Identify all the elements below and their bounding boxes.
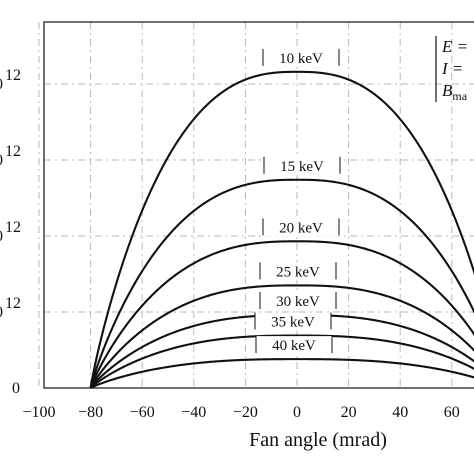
x-tick-label: 60 <box>444 404 460 421</box>
curve-label-bracket <box>263 156 341 174</box>
y-tick-label: 0 <box>12 380 20 397</box>
curve-label-text: 25 keV <box>276 264 320 280</box>
curve-label-bracket <box>254 312 332 330</box>
series-curve <box>89 334 474 389</box>
curve-label-bg <box>263 218 339 237</box>
curve-label: 10 keV <box>262 48 340 67</box>
y-tick-labels: 0012012012012 <box>0 67 21 397</box>
curve-label-bracket <box>262 48 340 66</box>
x-tick-label: −20 <box>233 404 258 421</box>
x-tick-label: 40 <box>392 404 408 421</box>
curve-label-bg <box>260 262 336 281</box>
curve-label-text: 40 keV <box>272 338 316 354</box>
curve-label-text: 10 keV <box>279 51 323 67</box>
param-energy-label: E = <box>441 37 468 56</box>
curve-label-bracket <box>259 292 337 310</box>
curve-label-bg <box>255 312 331 331</box>
curve-label-bg <box>260 292 336 311</box>
x-tick-label: −40 <box>181 404 206 421</box>
curves <box>89 70 474 389</box>
x-tick-labels: −100 −80 −60 −40 −20 0 20 40 60 <box>22 404 459 421</box>
curve-label: 15 keV <box>263 156 341 175</box>
x-tick-label: −60 <box>130 404 155 421</box>
series-curve <box>89 70 474 389</box>
y-tick-label-exponent: 12 <box>5 219 21 236</box>
curve-label: 35 keV <box>254 312 332 331</box>
curve-label-bracket <box>262 218 340 236</box>
grid <box>38 22 474 388</box>
param-current-label: I = <box>441 59 463 78</box>
curve-label-bg <box>256 336 332 355</box>
x-tick-label: −100 <box>22 404 55 421</box>
x-tick-label: 0 <box>293 404 301 421</box>
curve-label-bracket <box>255 336 333 354</box>
x-tick-label: −80 <box>78 404 103 421</box>
curve-label-bracket <box>259 262 337 280</box>
curve-label-bg <box>263 48 339 67</box>
y-tick-label-exponent: 12 <box>5 295 21 312</box>
plot-area-border <box>43 21 474 389</box>
curve-label: 25 keV <box>259 262 337 281</box>
series-curve <box>89 284 474 389</box>
x-axis-label: Fan angle (mrad) <box>249 429 387 451</box>
plot-frame <box>43 21 474 389</box>
curve-label-text: 35 keV <box>271 315 315 331</box>
y-tick-label-base: 0 <box>0 152 3 169</box>
curve-label: 30 keV <box>259 292 337 311</box>
y-tick-label-exponent: 12 <box>5 143 21 160</box>
curve-label-bg <box>264 156 340 175</box>
curve-label: 40 keV <box>255 336 333 355</box>
curve-label-text: 15 keV <box>280 159 324 175</box>
curve-labels: 10 keV 15 keV 20 keV 25 keV 30 keV 35 keV 40 k… <box>254 48 341 355</box>
curve-label: 20 keV <box>262 218 340 237</box>
curve-label-text: 20 keV <box>279 220 323 236</box>
series-curve <box>89 240 474 389</box>
y-tick-label-base: 0 <box>0 76 3 93</box>
y-tick-label-base: 0 <box>0 304 3 321</box>
series-curve <box>89 178 474 389</box>
x-tick-label: 20 <box>341 404 357 421</box>
y-tick-label-base: 0 <box>0 228 3 245</box>
curve-label-text: 30 keV <box>276 294 320 310</box>
y-tick-label-exponent: 12 <box>5 67 21 84</box>
series-curve <box>90 358 474 389</box>
parameter-box: E = I = Bma <box>435 36 468 103</box>
